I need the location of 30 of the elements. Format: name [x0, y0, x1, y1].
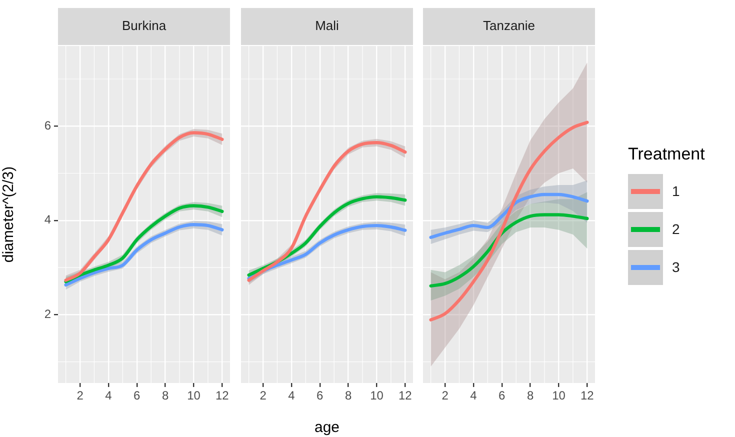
chart-title: Tanzanie [482, 18, 536, 34]
x-tick-label: 4 [288, 388, 296, 403]
x-tick-label: 2 [442, 388, 449, 403]
legend-title: Treatment [628, 144, 706, 164]
x-tick-label: 8 [344, 388, 352, 403]
x-tick-label: 8 [526, 388, 534, 403]
x-axis-title: age [314, 419, 340, 436]
x-tick-label: 12 [216, 388, 230, 403]
x-tick-label: 8 [162, 388, 169, 403]
y-tick-label: 2 [44, 306, 52, 321]
x-tick-label: 10 [552, 388, 566, 403]
x-tick-label: 2 [76, 388, 84, 403]
x-tick-label: 4 [105, 388, 112, 403]
x-tick-label: 10 [187, 388, 201, 403]
x-tick-label: 6 [134, 388, 141, 403]
legend-label: 1 [672, 182, 680, 199]
x-tick-label: 2 [260, 388, 267, 403]
x-tick-label: 6 [498, 388, 506, 403]
chart-title: Burkina [122, 18, 167, 34]
x-tick-label: 12 [580, 388, 594, 403]
y-tick-label: 4 [44, 212, 52, 227]
y-axis-title: diameter^(2/3) [0, 166, 18, 263]
legend-label: 3 [672, 258, 680, 275]
x-tick-label: 12 [398, 388, 412, 403]
x-tick-label: 10 [370, 388, 384, 403]
x-tick-label: 4 [470, 388, 478, 403]
x-tick-label: 6 [316, 388, 324, 403]
y-tick-label: 6 [44, 118, 52, 132]
chart-title: Mali [315, 18, 340, 34]
legend-label: 2 [672, 220, 680, 237]
